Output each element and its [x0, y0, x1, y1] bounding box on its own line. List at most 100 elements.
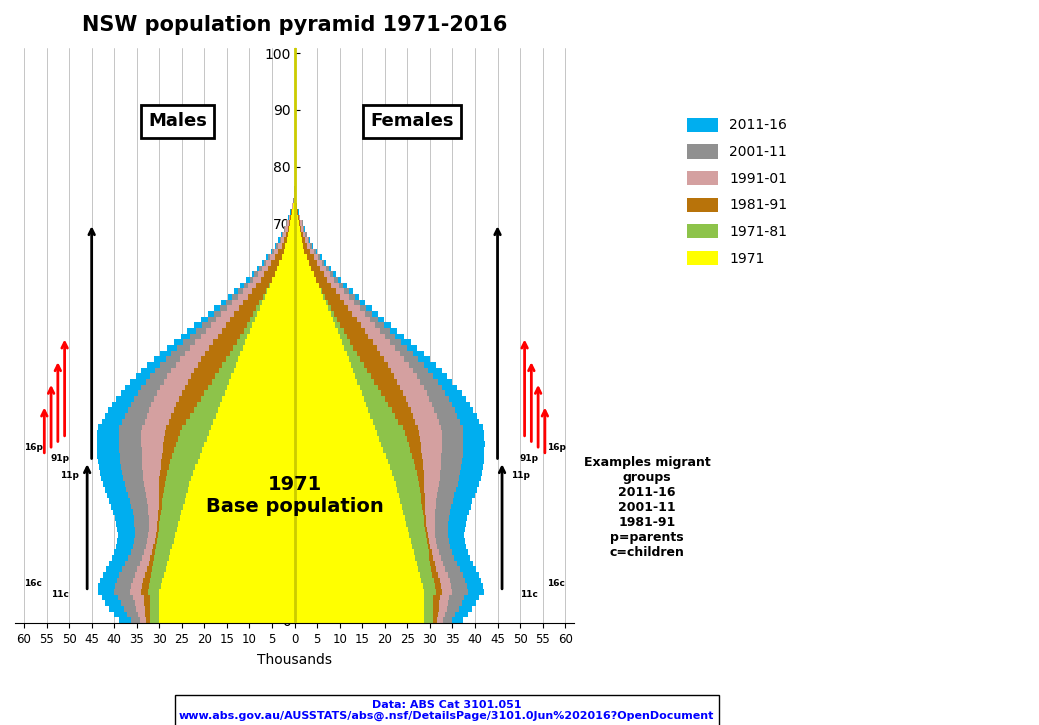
Text: 11c: 11c — [521, 590, 538, 600]
Bar — [227, 305, 239, 311]
Bar — [161, 464, 168, 470]
Bar — [150, 578, 162, 583]
Bar — [295, 476, 394, 481]
Bar — [152, 566, 165, 572]
Bar — [394, 476, 419, 481]
Bar — [247, 334, 295, 339]
Bar — [419, 357, 430, 362]
Bar — [137, 391, 157, 396]
Bar — [357, 351, 380, 357]
Bar — [249, 328, 295, 334]
Bar — [133, 544, 145, 549]
Bar — [149, 407, 174, 413]
Bar — [161, 510, 182, 515]
Bar — [277, 266, 295, 271]
Bar — [149, 560, 153, 566]
Bar — [144, 600, 151, 606]
Bar — [437, 379, 452, 385]
Bar — [295, 549, 414, 555]
Bar — [195, 339, 213, 345]
Bar — [141, 453, 162, 458]
Bar — [144, 549, 152, 555]
Bar — [295, 510, 403, 515]
Bar — [336, 323, 341, 328]
Bar — [159, 521, 179, 526]
Bar — [131, 583, 142, 589]
Text: 1971
Base population: 1971 Base population — [206, 475, 383, 515]
Bar — [224, 391, 295, 396]
Bar — [468, 589, 484, 594]
Bar — [183, 339, 195, 345]
Bar — [135, 572, 145, 578]
Bar — [142, 555, 151, 560]
Bar — [286, 226, 288, 232]
Bar — [322, 289, 336, 294]
Bar — [367, 305, 372, 311]
Bar — [384, 323, 391, 328]
Bar — [146, 413, 171, 419]
Bar — [149, 515, 158, 521]
Bar — [295, 357, 349, 362]
Bar — [293, 204, 295, 210]
Bar — [131, 617, 140, 623]
Bar — [286, 243, 295, 249]
Bar — [342, 339, 350, 345]
Bar — [425, 486, 437, 492]
Bar — [215, 373, 232, 379]
Bar — [437, 544, 450, 549]
Bar — [157, 538, 174, 544]
Bar — [420, 486, 425, 492]
Bar — [244, 283, 248, 289]
Bar — [419, 481, 424, 486]
Bar — [448, 572, 462, 578]
Bar — [308, 238, 309, 243]
Bar — [243, 300, 260, 305]
Bar — [156, 544, 171, 549]
Bar — [457, 413, 477, 419]
Bar — [119, 425, 141, 430]
Bar — [460, 566, 476, 572]
Bar — [143, 476, 159, 481]
Bar — [221, 311, 235, 317]
Bar — [182, 425, 211, 430]
Bar — [305, 232, 307, 238]
Bar — [141, 430, 165, 436]
Bar — [162, 498, 185, 504]
Bar — [97, 436, 118, 442]
Bar — [295, 578, 422, 583]
Bar — [251, 271, 255, 277]
Bar — [180, 357, 202, 362]
Bar — [276, 243, 278, 249]
Bar — [103, 572, 119, 578]
Bar — [451, 504, 471, 510]
Bar — [118, 594, 133, 600]
Bar — [98, 458, 121, 464]
Bar — [350, 339, 373, 345]
Bar — [237, 339, 245, 345]
Bar — [201, 334, 218, 339]
Bar — [370, 413, 395, 419]
Bar — [394, 373, 417, 379]
Bar — [391, 368, 412, 373]
Bar — [375, 425, 403, 430]
Bar — [165, 476, 191, 481]
Bar — [295, 277, 316, 283]
Bar — [149, 583, 161, 589]
Bar — [425, 594, 433, 600]
Bar — [266, 289, 267, 294]
Bar — [193, 407, 218, 413]
Bar — [199, 453, 295, 458]
Bar — [349, 294, 354, 300]
Bar — [438, 419, 460, 425]
Bar — [331, 305, 348, 311]
Bar — [220, 402, 295, 407]
Bar — [285, 226, 286, 232]
Bar — [295, 572, 420, 578]
Bar — [417, 373, 433, 379]
Bar — [303, 243, 308, 249]
Bar — [423, 510, 425, 515]
Bar — [442, 385, 457, 391]
Bar — [264, 260, 266, 266]
Bar — [422, 453, 442, 458]
Bar — [452, 402, 470, 407]
